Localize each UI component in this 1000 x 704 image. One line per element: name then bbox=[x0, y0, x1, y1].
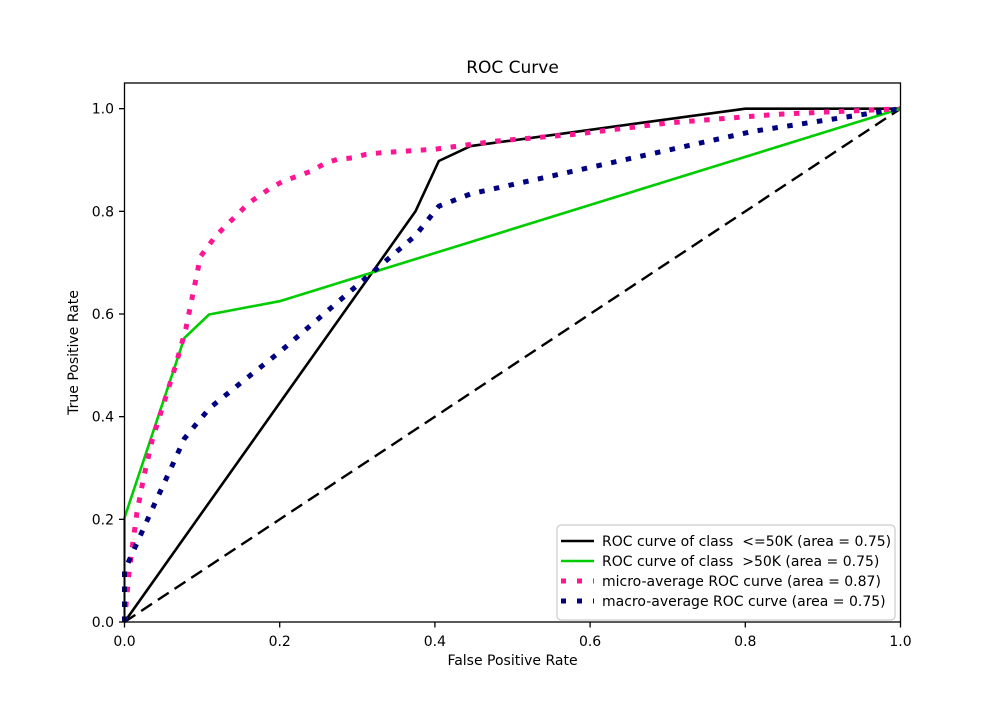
axes-frame bbox=[123, 82, 902, 623]
legend-item: macro-average ROC curve (area = 0.75) bbox=[561, 594, 886, 610]
x-tick-label: 0.0 bbox=[113, 634, 135, 650]
legend-label: macro-average ROC curve (area = 0.75) bbox=[602, 594, 886, 610]
y-tick-label: 0.6 bbox=[92, 307, 114, 323]
legend-item: micro-average ROC curve (area = 0.87) bbox=[561, 574, 881, 590]
y-axis-label: True Positive Rate bbox=[66, 290, 82, 416]
y-tick-label: 0.8 bbox=[92, 204, 114, 220]
y-tick-label: 0.0 bbox=[92, 615, 114, 631]
x-tick-label: 0.8 bbox=[734, 634, 756, 650]
y-tick-label: 0.2 bbox=[92, 512, 114, 528]
x-tick-label: 0.2 bbox=[269, 634, 291, 650]
x-tick-label: 1.0 bbox=[889, 634, 911, 650]
legend-item: ROC curve of class >50K (area = 0.75) bbox=[561, 554, 879, 570]
legend-label: ROC curve of class <=50K (area = 0.75) bbox=[602, 534, 891, 550]
y-axis-ticks: 0.0 0.2 0.4 0.6 0.8 1.0 bbox=[92, 102, 125, 631]
legend-item: ROC curve of class <=50K (area = 0.75) bbox=[561, 534, 891, 550]
chance-diagonal-line bbox=[123, 107, 902, 624]
legend-box bbox=[556, 524, 896, 621]
y-tick-label: 1.0 bbox=[92, 102, 114, 118]
x-axis-label: False Positive Rate bbox=[447, 653, 577, 669]
chart-title: ROC Curve bbox=[466, 58, 559, 78]
legend-label: ROC curve of class >50K (area = 0.75) bbox=[602, 554, 879, 570]
legend-label: micro-average ROC curve (area = 0.87) bbox=[602, 574, 881, 590]
x-tick-label: 0.6 bbox=[579, 634, 601, 650]
legend: ROC curve of class <=50K (area = 0.75) RO… bbox=[556, 524, 896, 621]
y-tick-label: 0.4 bbox=[92, 410, 114, 426]
x-tick-label: 0.4 bbox=[424, 634, 446, 650]
x-axis-ticks: 0.0 0.2 0.4 0.6 0.8 1.0 bbox=[113, 622, 912, 650]
